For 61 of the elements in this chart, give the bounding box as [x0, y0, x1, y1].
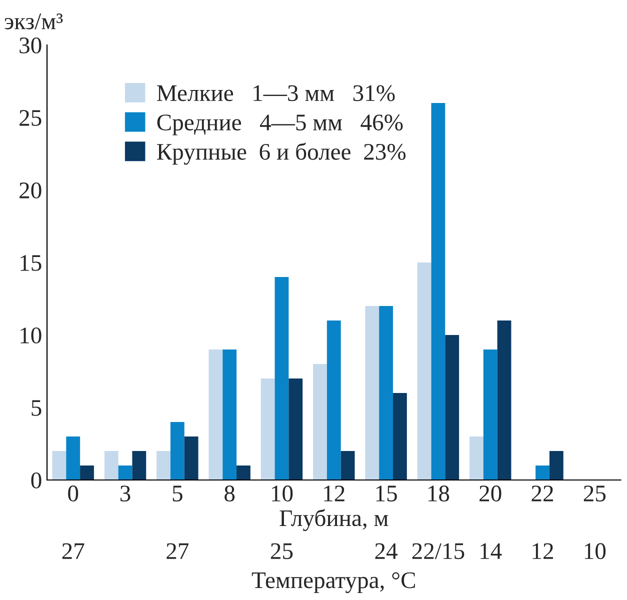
bar [288, 378, 303, 480]
bar [184, 436, 198, 480]
bar [118, 466, 132, 480]
y-tick-label: 10 [20, 327, 42, 344]
text: Температура, °C [252, 572, 415, 594]
text: 27 [166, 543, 189, 559]
bar [260, 378, 275, 480]
legend-label: Мелкие 1—3 мм 31% [157, 85, 395, 102]
y-tick-label: 20 [20, 182, 42, 198]
x-tick-label: 0 [68, 486, 78, 502]
bar [340, 451, 355, 480]
x-tick-label: 25 [584, 486, 606, 502]
text: 24 [375, 543, 398, 559]
y-tick-label: 25 [20, 110, 42, 126]
text: 22/15 [412, 543, 464, 560]
x-tick-label: 12 [324, 486, 344, 502]
x-tick-label: 18 [428, 486, 450, 502]
bar [236, 466, 250, 480]
bar [497, 320, 512, 480]
bar [549, 451, 564, 480]
text: 10 [584, 543, 606, 560]
bar [66, 436, 80, 480]
x-tick-label: 8 [224, 486, 235, 502]
y-tick-label: 0 [31, 472, 42, 488]
bar [469, 436, 484, 480]
y-tick-label: 15 [20, 255, 42, 271]
text: 12 [532, 543, 553, 559]
x-tick-label: 15 [376, 486, 397, 502]
bar [536, 466, 550, 480]
x-tick-label: 20 [480, 486, 502, 502]
x-tick-label: 10 [272, 486, 293, 502]
legend-label: Крупные 6 и более 23% [157, 142, 406, 165]
bar [80, 466, 94, 480]
bar [208, 350, 223, 480]
y-tick-label: 30 [20, 37, 42, 54]
bar [52, 451, 66, 480]
text: 14 [480, 543, 502, 559]
bar [132, 451, 146, 480]
bar [170, 422, 184, 480]
legend-label: Средние 4—5 мм 46% [157, 114, 403, 136]
bar [104, 451, 118, 480]
x-tick-label: 3 [120, 486, 130, 502]
bar [483, 350, 498, 480]
x-tick-label: 22 [532, 486, 553, 502]
bar [365, 306, 380, 480]
bar [326, 320, 341, 480]
bar [417, 262, 432, 480]
y-axis-title: экз/м³ [4, 14, 63, 30]
x-tick-label: 5 [172, 486, 182, 502]
bar [274, 277, 289, 480]
bar [392, 393, 407, 480]
text: 27 [62, 543, 84, 559]
x-axis-title: Глубина, м [280, 509, 388, 532]
bar [313, 364, 327, 480]
bar [222, 350, 237, 480]
text: 25 [270, 543, 293, 560]
bar [445, 335, 460, 480]
bar [431, 103, 446, 480]
bar [156, 451, 170, 480]
y-tick-label: 5 [32, 400, 42, 416]
bar [379, 306, 393, 480]
